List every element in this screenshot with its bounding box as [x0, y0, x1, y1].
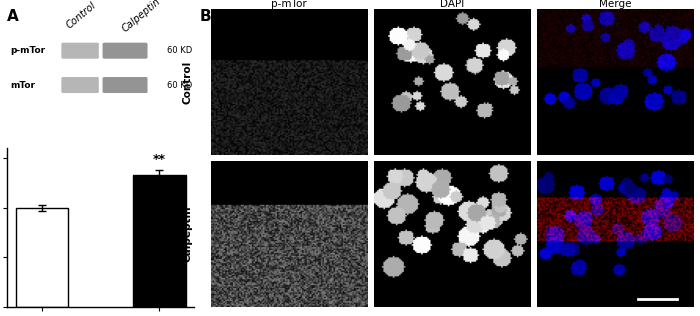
Text: Control: Control — [183, 61, 193, 104]
FancyBboxPatch shape — [62, 77, 99, 93]
Text: Calpeptin: Calpeptin — [120, 0, 162, 34]
Text: 60 KD: 60 KD — [167, 46, 192, 55]
Text: 60 KD: 60 KD — [167, 81, 192, 89]
Text: **: ** — [153, 153, 166, 166]
Text: Calpeptin: Calpeptin — [183, 205, 193, 262]
Bar — [133, 175, 186, 307]
FancyBboxPatch shape — [103, 43, 148, 59]
Text: p-mTor: p-mTor — [10, 46, 46, 55]
Text: B: B — [199, 9, 211, 24]
FancyBboxPatch shape — [62, 43, 99, 59]
FancyBboxPatch shape — [103, 77, 148, 93]
Bar — [15, 208, 69, 307]
Title: Merge: Merge — [598, 0, 631, 9]
Text: A: A — [7, 9, 19, 24]
Title: DAPI: DAPI — [440, 0, 464, 9]
Text: mTor: mTor — [10, 81, 36, 89]
Title: p-mTor: p-mTor — [272, 0, 307, 9]
Text: Control: Control — [64, 0, 98, 31]
